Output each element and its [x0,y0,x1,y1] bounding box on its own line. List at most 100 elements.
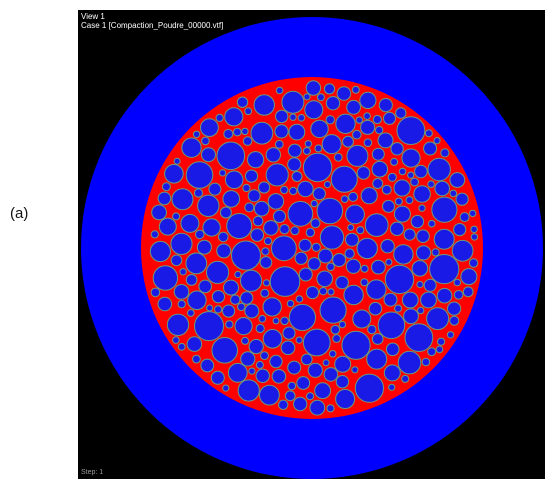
powder-particle [403,308,419,325]
powder-particle [332,253,347,267]
powder-particle [431,248,440,257]
powder-particle [390,157,399,166]
powder-particle [255,368,270,383]
powder-particle [269,354,283,369]
powder-particle [271,369,287,384]
powder-particle [274,124,289,139]
powder-particle [267,193,285,210]
powder-particle [289,113,297,121]
powder-particle [211,290,225,304]
particle-group [149,80,479,416]
powder-particle [427,180,435,188]
powder-particle [305,80,322,96]
powder-particle [280,185,289,195]
powder-particle [230,294,241,305]
powder-particle [348,191,359,202]
powder-particle [354,373,384,403]
powder-particle [265,147,282,163]
powder-particle [453,223,467,237]
powder-particle [462,286,474,298]
powder-particle [416,280,424,289]
powder-particle [280,340,296,356]
powder-particle [244,169,259,183]
powder-particle [226,213,253,239]
powder-particle [263,237,273,246]
powder-particle [271,235,297,262]
powder-particle [410,177,420,187]
powder-particle [219,206,232,219]
powder-particle [359,91,377,110]
powder-particle [381,184,392,195]
powder-particle [345,258,361,274]
powder-particle [393,244,414,265]
powder-particle [395,107,407,119]
powder-particle [241,336,250,345]
powder-particle [427,347,437,357]
powder-particle [306,392,315,401]
powder-particle [275,86,284,95]
powder-particle [378,98,393,113]
powder-particle [318,248,333,264]
powder-particle [303,93,311,101]
powder-particle [401,374,410,383]
powder-particle [449,172,466,188]
powder-particle [429,254,460,285]
powder-particle [261,247,270,256]
powder-particle [401,148,421,168]
powder-particle [211,337,238,364]
powder-particle [453,290,464,300]
powder-particle [377,311,406,340]
powder-particle [242,183,251,193]
powder-particle [152,265,179,291]
powder-particle [363,112,371,120]
powder-particle [426,307,450,331]
powder-particle [185,252,208,275]
render-viewport[interactable]: View 1 Case 1 [Compaction_Poudre_00000.v… [78,10,545,479]
powder-particle [371,160,389,178]
powder-particle [420,291,437,309]
powder-particle [294,251,308,265]
powder-particle [334,355,352,373]
powder-particle [380,239,395,254]
powder-particle [431,196,458,223]
powder-particle [459,212,470,223]
powder-particle [360,278,369,287]
powder-particle [455,192,469,206]
powder-particle [172,336,180,344]
powder-particle [219,169,227,177]
powder-particle [326,262,335,272]
powder-particle [200,358,215,373]
figure-label: (a) [10,205,29,222]
powder-particle [404,323,434,353]
powder-particle [416,229,430,243]
powder-particle [417,306,425,315]
powder-particle [282,326,296,340]
powder-particle [328,350,337,358]
powder-particle [170,232,193,255]
powder-particle [197,194,220,218]
powder-particle [394,304,403,313]
powder-particle [363,138,373,147]
powder-particle [346,144,369,167]
powder-particle [383,364,401,382]
powder-particle [302,328,331,357]
powder-particle [453,278,462,287]
view-title: View 1 [81,12,105,21]
powder-particle [192,354,201,364]
powder-particle [366,279,387,300]
powder-particle [418,204,426,212]
powder-particle [244,202,255,213]
powder-particle [389,221,405,237]
powder-particle [151,204,167,221]
powder-particle [336,86,352,101]
powder-particle [293,396,308,412]
powder-particle [223,129,234,139]
powder-particle [393,205,411,223]
powder-particle [291,171,303,182]
powder-particle [231,240,261,271]
powder-particle [322,359,330,367]
powder-particle [192,130,201,139]
powder-particle [236,96,249,108]
powder-particle [287,200,314,227]
powder-particle [253,94,275,116]
